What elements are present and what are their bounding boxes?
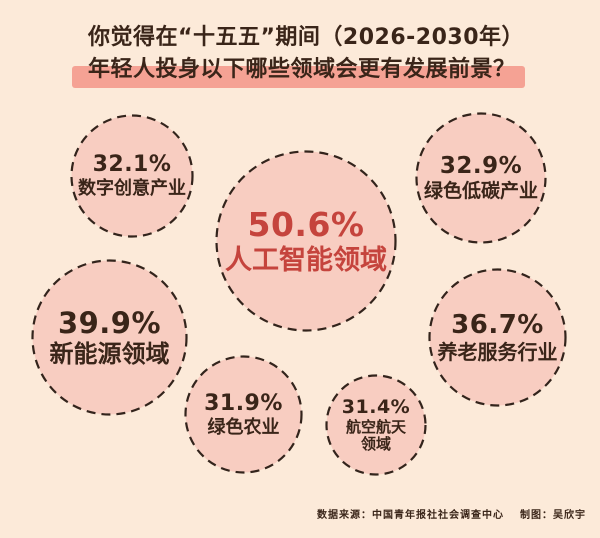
bubble-digital-creative: 32.1% 数字创意产业 (70, 114, 194, 238)
bubble-dashed-ring (31, 259, 188, 416)
bubble-digital-creative-content: 32.1% 数字创意产业 (78, 152, 186, 199)
bubble-dashed-ring (184, 355, 303, 474)
title-line-1: 你觉得在“十五五”期间（2026-2030年） (88, 25, 525, 50)
page-title: 你觉得在“十五五”期间（2026-2030年） 年轻人投身以下哪些领域会更有发展… (88, 22, 524, 86)
bubble-dashed-ring (215, 150, 397, 332)
bubble-aerospace-label: 航空航天领域 (345, 417, 406, 454)
bubble-green-low-carbon-percent: 32.9% (439, 153, 523, 180)
title-line-2: 年轻人投身以下哪些领域会更有发展前景？ (88, 57, 516, 82)
footer-credits: 数据来源：中国青年报社社会调查中心 制图：吴欣宇 (317, 506, 586, 521)
bubble-new-energy: 39.9% 新能源领域 (31, 259, 188, 416)
bubble-green-low-carbon: 32.9% 绿色低碳产业 (415, 112, 547, 244)
bubble-green-low-carbon-label: 绿色低碳产业 (423, 180, 538, 203)
bubble-digital-creative-percent: 32.1% (92, 152, 172, 178)
bubble-dashed-ring (325, 374, 427, 476)
bubble-green-agriculture-percent: 31.9% (204, 390, 283, 416)
bubble-new-energy-label: 新能源领域 (49, 340, 170, 369)
bubble-ai: 50.6% 人工智能领域 (215, 150, 397, 332)
bubble-elder-care: 36.7% 养老服务行业 (428, 268, 567, 407)
bubble-new-energy-percent: 39.9% (57, 306, 162, 341)
bubble-elder-care-percent: 36.7% (451, 310, 544, 341)
bubble-green-agriculture: 31.9% 绿色农业 (184, 355, 303, 474)
bubble-ai-percent: 50.6% (247, 204, 365, 244)
bubble-green-agriculture-label: 绿色农业 (207, 416, 280, 438)
bubble-ai-content: 50.6% 人工智能领域 (225, 204, 387, 277)
bubble-dashed-ring (70, 114, 194, 238)
bubble-digital-creative-label: 数字创意产业 (78, 178, 186, 200)
bubble-green-low-carbon-content: 32.9% 绿色低碳产业 (424, 153, 538, 203)
bubble-green-agriculture-content: 31.9% 绿色农业 (204, 391, 283, 438)
bubble-elder-care-label: 养老服务行业 (437, 340, 558, 365)
title-highlight-bar (72, 66, 525, 88)
bubble-aerospace: 31.4% 航空航天领域 (325, 374, 427, 476)
bubble-aerospace-content: 31.4% 航空航天领域 (342, 396, 410, 454)
author-credit-text: 制图：吴欣宇 (520, 510, 586, 521)
bubble-ai-label: 人工智能领域 (225, 244, 387, 276)
bubble-new-energy-content: 39.9% 新能源领域 (50, 306, 170, 369)
bubble-dashed-ring (415, 112, 547, 244)
data-source-text: 数据来源：中国青年报社社会调查中心 (317, 510, 504, 521)
bubble-elder-care-content: 36.7% 养老服务行业 (438, 310, 558, 364)
bubble-dashed-ring (428, 268, 567, 407)
bubble-aerospace-percent: 31.4% (341, 396, 411, 419)
